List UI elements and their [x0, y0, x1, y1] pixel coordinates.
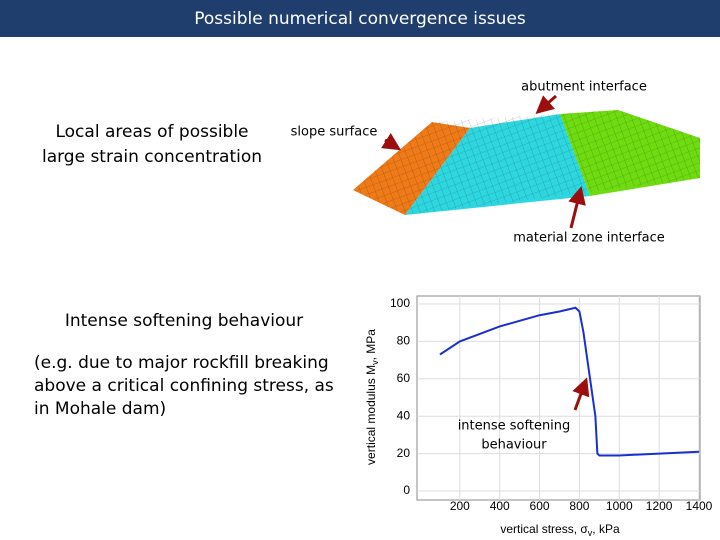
x-axis-label-part: v — [588, 528, 593, 538]
x-tick-label: 200 — [450, 499, 470, 513]
x-tick-label: 1400 — [686, 499, 713, 513]
y-axis-label-part: , MPa — [364, 329, 378, 361]
y-axis-label-part: v — [370, 360, 380, 365]
mesh-label: abutment interface — [521, 80, 647, 95]
y-tick-label: 40 — [397, 408, 411, 422]
x-tick-label: 800 — [569, 499, 589, 513]
y-tick-label: 60 — [397, 371, 411, 385]
x-tick-label: 1000 — [606, 499, 633, 513]
x-tick-label: 600 — [530, 499, 550, 513]
note-line: (e.g. due to major rockfill breaking — [34, 353, 329, 373]
arrow — [572, 377, 590, 411]
note-line: large strain concentration — [42, 147, 262, 167]
note-line: Local areas of possible — [55, 122, 248, 142]
plot-frame — [416, 295, 701, 501]
note-line: above a critical confining stress, as — [34, 376, 334, 396]
mesh-label: material zone interface — [513, 231, 665, 246]
data-line — [439, 306, 700, 457]
y-tick-label: 100 — [390, 296, 410, 310]
y-axis-label-part: vertical modulus M — [364, 365, 378, 465]
arrow — [535, 94, 557, 114]
annotation: intense softening — [458, 419, 571, 434]
y-tick-label: 80 — [397, 334, 411, 348]
y-tick-label: 20 — [397, 446, 411, 460]
arrow — [381, 132, 402, 151]
annotation: behaviour — [481, 438, 547, 453]
mesh — [353, 110, 700, 215]
chart: 0 20 40 60 80 100 200 400 600 800 1000 1200 1400 vert… — [364, 295, 713, 538]
x-axis-label: vertical stress, σv, kPa — [500, 522, 620, 538]
y-axis-label: vertical modulus Mv, MPa — [364, 329, 380, 465]
softening-heading: Intense softening behaviour — [65, 311, 303, 331]
x-tick-label: 1200 — [646, 499, 673, 513]
y-tick-label: 0 — [403, 483, 410, 497]
slide-title: Possible numerical convergence issues — [194, 9, 526, 29]
note-line: in Mohale dam) — [34, 399, 166, 419]
x-tick-label: 400 — [490, 499, 510, 513]
x-axis-label-part: vertical stress, σ — [500, 522, 588, 536]
title-bar — [0, 0, 720, 37]
arrow — [568, 186, 586, 229]
mesh-label: slope surface — [291, 125, 378, 140]
x-axis-label-part: , kPa — [592, 522, 620, 536]
